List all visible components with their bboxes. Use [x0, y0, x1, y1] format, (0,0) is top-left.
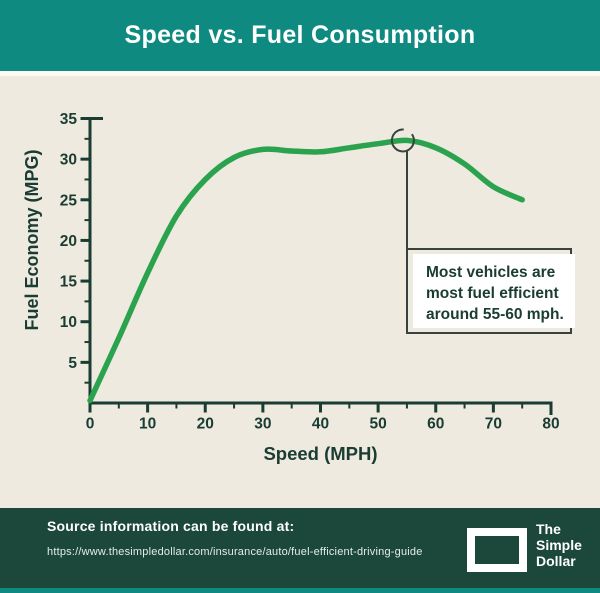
callout-text-line: Most vehicles are: [426, 264, 556, 281]
svg-text:50: 50: [370, 416, 387, 433]
svg-text:30: 30: [254, 416, 271, 433]
svg-text:35: 35: [60, 111, 78, 128]
footer-accent-strip: [0, 588, 600, 593]
svg-text:30: 30: [60, 152, 77, 169]
header-divider: [0, 71, 600, 76]
svg-text:60: 60: [427, 416, 444, 433]
svg-text:70: 70: [485, 416, 502, 433]
svg-text:5: 5: [68, 355, 77, 372]
svg-text:40: 40: [312, 416, 329, 433]
svg-text:Speed (MPH): Speed (MPH): [263, 443, 377, 464]
source-url: https://www.thesimpledollar.com/insuranc…: [47, 546, 423, 558]
simple-dollar-logo-icon: [467, 528, 527, 572]
footer-banner: [0, 508, 600, 588]
svg-text:25: 25: [60, 192, 78, 209]
logo-line: Simple: [536, 537, 582, 553]
simple-dollar-logo-text: The Simple Dollar: [536, 521, 582, 569]
logo-line: The: [536, 521, 561, 537]
svg-text:10: 10: [60, 314, 77, 331]
header-banner: Speed vs. Fuel Consumption: [0, 0, 600, 71]
source-label: Source information can be found at:: [47, 518, 295, 534]
svg-text:15: 15: [60, 274, 78, 291]
svg-text:Fuel Economy (MPG): Fuel Economy (MPG): [22, 149, 42, 330]
svg-text:80: 80: [542, 416, 559, 433]
svg-text:20: 20: [197, 416, 214, 433]
page-title: Speed vs. Fuel Consumption: [124, 21, 476, 49]
callout-box: Most vehicles are most fuel efficient ar…: [413, 254, 575, 328]
svg-text:0: 0: [86, 416, 95, 433]
svg-text:10: 10: [139, 416, 156, 433]
logo-line: Dollar: [536, 553, 576, 569]
fuel-economy-chart: 5 10 15 20 25 30 35 0 10 20 30 40 50 60 70 80 Speed (MPH…: [22, 111, 560, 464]
callout-text-line: around 55-60 mph.: [426, 306, 564, 323]
svg-text:20: 20: [60, 233, 77, 250]
callout-text-line: most fuel efficient: [426, 285, 559, 302]
